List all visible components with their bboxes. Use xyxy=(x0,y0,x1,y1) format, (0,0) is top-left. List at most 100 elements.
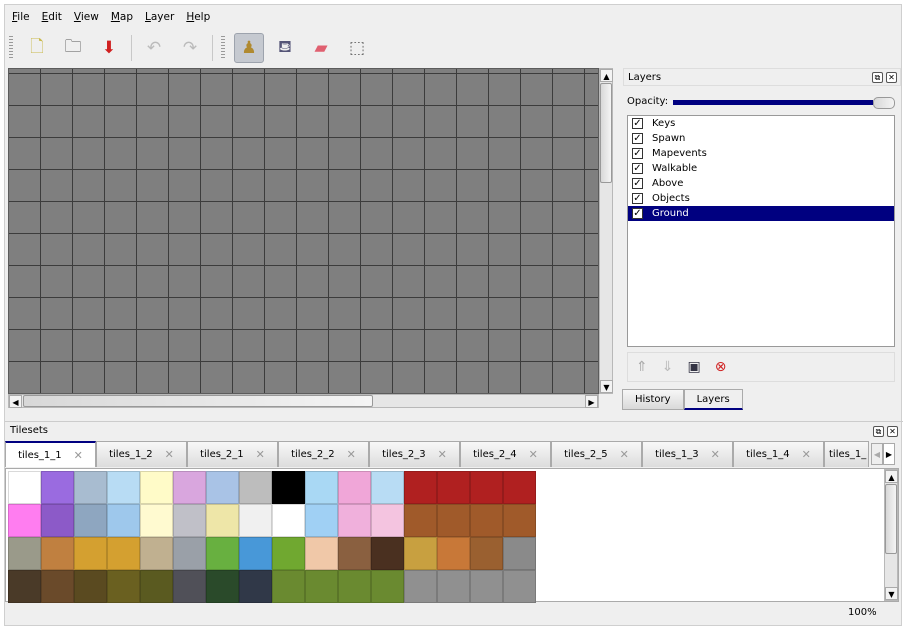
tab-scroll-left[interactable]: ◀ xyxy=(871,443,883,465)
move-layer-down-icon[interactable]: ⇓ xyxy=(661,359,674,375)
tile[interactable] xyxy=(470,504,503,537)
tile[interactable] xyxy=(371,471,404,504)
stamp-brush-button[interactable]: ♟ xyxy=(234,33,264,63)
tile[interactable] xyxy=(41,570,74,603)
tile[interactable] xyxy=(239,570,272,603)
scroll-down-arrow[interactable]: ▼ xyxy=(600,380,613,393)
tile[interactable] xyxy=(437,471,470,504)
tile[interactable] xyxy=(272,537,305,570)
toolbar-grip[interactable] xyxy=(221,36,225,60)
tile[interactable] xyxy=(107,570,140,603)
duplicate-layer-icon[interactable]: ▣ xyxy=(687,359,701,375)
tileset-tab[interactable]: tiles_1_ xyxy=(824,441,869,467)
scroll-up-arrow[interactable]: ▲ xyxy=(600,69,613,82)
tile[interactable] xyxy=(8,504,41,537)
tileset-tab[interactable]: tiles_2_2 ✕ xyxy=(278,441,369,467)
tile[interactable] xyxy=(140,570,173,603)
tile[interactable] xyxy=(437,570,470,603)
scroll-thumb[interactable] xyxy=(600,83,612,183)
tileset-tab[interactable]: tiles_2_3 ✕ xyxy=(369,441,460,467)
tile[interactable] xyxy=(338,537,371,570)
tile[interactable] xyxy=(503,471,536,504)
float-icon[interactable]: ⧉ xyxy=(873,426,884,437)
scroll-thumb[interactable] xyxy=(23,395,373,407)
tile[interactable] xyxy=(272,504,305,537)
tile[interactable] xyxy=(305,537,338,570)
tile[interactable] xyxy=(371,537,404,570)
tile[interactable] xyxy=(74,504,107,537)
menu-layer[interactable]: Layer xyxy=(145,11,175,23)
tile[interactable] xyxy=(140,471,173,504)
new-map-button[interactable]: 🗋 xyxy=(22,33,52,63)
layer-visibility-checkbox[interactable]: ✓ xyxy=(632,163,643,174)
tile[interactable] xyxy=(107,504,140,537)
tileset-tab[interactable]: tiles_1_2 ✕ xyxy=(96,441,187,467)
scroll-down-arrow[interactable]: ▼ xyxy=(885,587,898,600)
layer-row[interactable]: ✓ Spawn xyxy=(628,131,894,146)
tile[interactable] xyxy=(305,570,338,603)
tileset-tab[interactable]: tiles_1_1 ✕ xyxy=(5,441,96,467)
save-button[interactable]: ⬇ xyxy=(94,33,124,63)
tile[interactable] xyxy=(338,504,371,537)
tile[interactable] xyxy=(371,504,404,537)
tile[interactable] xyxy=(173,570,206,603)
redo-button[interactable]: ↷ xyxy=(175,33,205,63)
layer-row[interactable]: ✓ Ground xyxy=(628,206,894,221)
close-icon[interactable]: ✕ xyxy=(886,72,897,83)
tile[interactable] xyxy=(470,570,503,603)
float-icon[interactable]: ⧉ xyxy=(872,72,883,83)
open-button[interactable]: 🗀 xyxy=(58,33,88,63)
tile[interactable] xyxy=(140,537,173,570)
tile[interactable] xyxy=(74,471,107,504)
tileset-tab[interactable]: tiles_2_5 ✕ xyxy=(551,441,642,467)
layer-row[interactable]: ✓ Keys xyxy=(628,116,894,131)
menu-view[interactable]: View xyxy=(73,11,99,23)
close-tab-icon[interactable]: ✕ xyxy=(710,448,720,461)
tile[interactable] xyxy=(305,471,338,504)
tile[interactable] xyxy=(437,504,470,537)
scroll-left-arrow[interactable]: ◀ xyxy=(9,395,22,408)
tileset-tab[interactable]: tiles_2_4 ✕ xyxy=(460,441,551,467)
tile[interactable] xyxy=(41,504,74,537)
tile[interactable] xyxy=(206,504,239,537)
tile[interactable] xyxy=(173,471,206,504)
tile[interactable] xyxy=(338,471,371,504)
tile[interactable] xyxy=(503,537,536,570)
remove-layer-icon[interactable]: ⊗ xyxy=(714,359,727,375)
move-layer-up-icon[interactable]: ⇑ xyxy=(636,359,648,375)
rect-select-button[interactable]: ⬚ xyxy=(342,33,372,63)
tileset-tab[interactable]: tiles_1_3 ✕ xyxy=(642,441,733,467)
close-tab-icon[interactable]: ✕ xyxy=(73,448,83,462)
tile[interactable] xyxy=(8,537,41,570)
tile[interactable] xyxy=(470,537,503,570)
tile[interactable] xyxy=(74,537,107,570)
scroll-up-arrow[interactable]: ▲ xyxy=(885,470,898,483)
close-icon[interactable]: ✕ xyxy=(887,426,898,437)
tileset-tab[interactable]: tiles_2_1 ✕ xyxy=(187,441,278,467)
tile[interactable] xyxy=(272,570,305,603)
tile[interactable] xyxy=(173,537,206,570)
tile[interactable] xyxy=(404,537,437,570)
tile[interactable] xyxy=(404,471,437,504)
tile[interactable] xyxy=(239,504,272,537)
layer-row[interactable]: ✓ Walkable xyxy=(628,161,894,176)
close-tab-icon[interactable]: ✕ xyxy=(255,448,265,461)
toolbar-grip[interactable] xyxy=(9,36,13,60)
opacity-slider[interactable] xyxy=(673,97,895,109)
tile[interactable] xyxy=(239,537,272,570)
tile[interactable] xyxy=(404,504,437,537)
tile[interactable] xyxy=(74,570,107,603)
layer-visibility-checkbox[interactable]: ✓ xyxy=(632,178,643,189)
layer-visibility-checkbox[interactable]: ✓ xyxy=(632,133,643,144)
tile[interactable] xyxy=(206,537,239,570)
close-tab-icon[interactable]: ✕ xyxy=(619,448,629,461)
menu-map[interactable]: Map xyxy=(110,11,134,23)
tile[interactable] xyxy=(8,471,41,504)
tile[interactable] xyxy=(437,537,470,570)
layer-row[interactable]: ✓ Mapevents xyxy=(628,146,894,161)
eraser-button[interactable]: ▰ xyxy=(306,33,336,63)
map-horizontal-scrollbar[interactable]: ◀ ▶ xyxy=(8,394,599,408)
scroll-right-arrow[interactable]: ▶ xyxy=(585,395,598,408)
layer-visibility-checkbox[interactable]: ✓ xyxy=(632,148,643,159)
tile[interactable] xyxy=(503,570,536,603)
